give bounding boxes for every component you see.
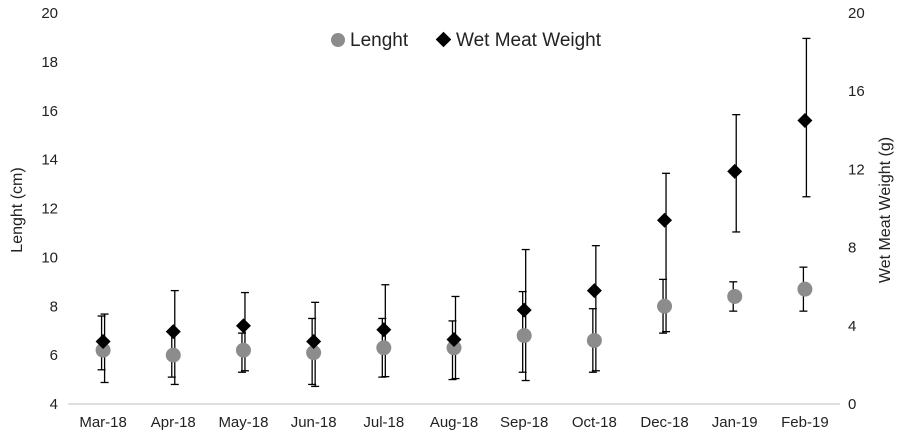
point-lenght xyxy=(657,298,673,314)
right-tick-label: 12 xyxy=(848,161,865,178)
right-tick-label: 0 xyxy=(848,396,856,413)
right-tick-label: 8 xyxy=(848,240,856,257)
left-tick-label: 6 xyxy=(50,347,58,364)
point-wet-meat-weight xyxy=(235,318,251,334)
point-wet-meat-weight xyxy=(657,212,673,228)
left-tick-label: 16 xyxy=(41,103,58,120)
left-axis-ticks: 4 6 8 10 12 14 16 18 20 xyxy=(41,5,58,413)
x-tick-label: Sep-18 xyxy=(500,414,548,431)
left-tick-label: 20 xyxy=(41,5,58,22)
right-axis-title: Wet Meat Weight (g) xyxy=(877,137,894,283)
x-tick-label: Jul-18 xyxy=(363,414,404,431)
right-tick-label: 20 xyxy=(848,5,865,22)
right-axis-ticks: 0 4 8 12 16 20 xyxy=(848,5,865,413)
legend-label-wet-meat-weight: Wet Meat Weight xyxy=(456,30,602,51)
right-tick-label: 16 xyxy=(848,83,865,100)
left-axis-title: Lenght (cm) xyxy=(9,167,26,252)
x-axis-ticks: Mar-18 Apr-18 May-18 Jun-18 Jul-18 Aug-18 Sep-… xyxy=(79,414,828,431)
data-points xyxy=(95,113,813,363)
point-wet-meat-weight xyxy=(165,324,181,340)
point-lenght xyxy=(516,328,532,344)
legend-marker-wet-meat-weight xyxy=(435,31,452,48)
point-wet-meat-weight xyxy=(446,331,462,347)
point-wet-meat-weight xyxy=(376,322,392,338)
left-tick-label: 8 xyxy=(50,298,58,315)
point-lenght xyxy=(235,342,251,358)
x-tick-label: May-18 xyxy=(218,414,268,431)
point-wet-meat-weight xyxy=(727,163,743,179)
left-tick-label: 10 xyxy=(41,249,58,266)
point-lenght xyxy=(586,332,602,348)
point-lenght xyxy=(306,345,322,361)
error-bar-wet-meat-weight xyxy=(591,244,600,372)
left-tick-label: 18 xyxy=(41,54,58,71)
point-lenght xyxy=(165,347,181,363)
point-wet-meat-weight xyxy=(586,283,602,299)
x-tick-label: Mar-18 xyxy=(79,414,127,431)
point-wet-meat-weight xyxy=(95,333,111,349)
point-lenght xyxy=(446,340,462,356)
x-tick-label: Feb-19 xyxy=(781,414,829,431)
x-tick-label: Jan-19 xyxy=(712,414,758,431)
left-tick-label: 12 xyxy=(41,201,58,218)
right-tick-label: 4 xyxy=(848,318,856,335)
left-tick-label: 14 xyxy=(41,152,58,169)
x-tick-label: Apr-18 xyxy=(151,414,196,431)
point-lenght xyxy=(797,281,813,297)
point-wet-meat-weight xyxy=(306,333,322,349)
x-tick-label: Jun-18 xyxy=(291,414,337,431)
legend-label-lenght: Lenght xyxy=(350,30,409,51)
point-lenght xyxy=(727,288,743,304)
point-wet-meat-weight xyxy=(797,113,813,129)
x-tick-label: Oct-18 xyxy=(572,414,617,431)
left-tick-label: 4 xyxy=(50,396,58,413)
point-lenght xyxy=(95,342,111,358)
legend: Lenght Wet Meat Weight xyxy=(331,30,602,51)
legend-marker-lenght xyxy=(331,33,345,47)
point-wet-meat-weight xyxy=(516,302,532,318)
point-lenght xyxy=(376,340,392,356)
x-tick-label: Dec-18 xyxy=(640,414,688,431)
x-tick-label: Aug-18 xyxy=(430,414,478,431)
